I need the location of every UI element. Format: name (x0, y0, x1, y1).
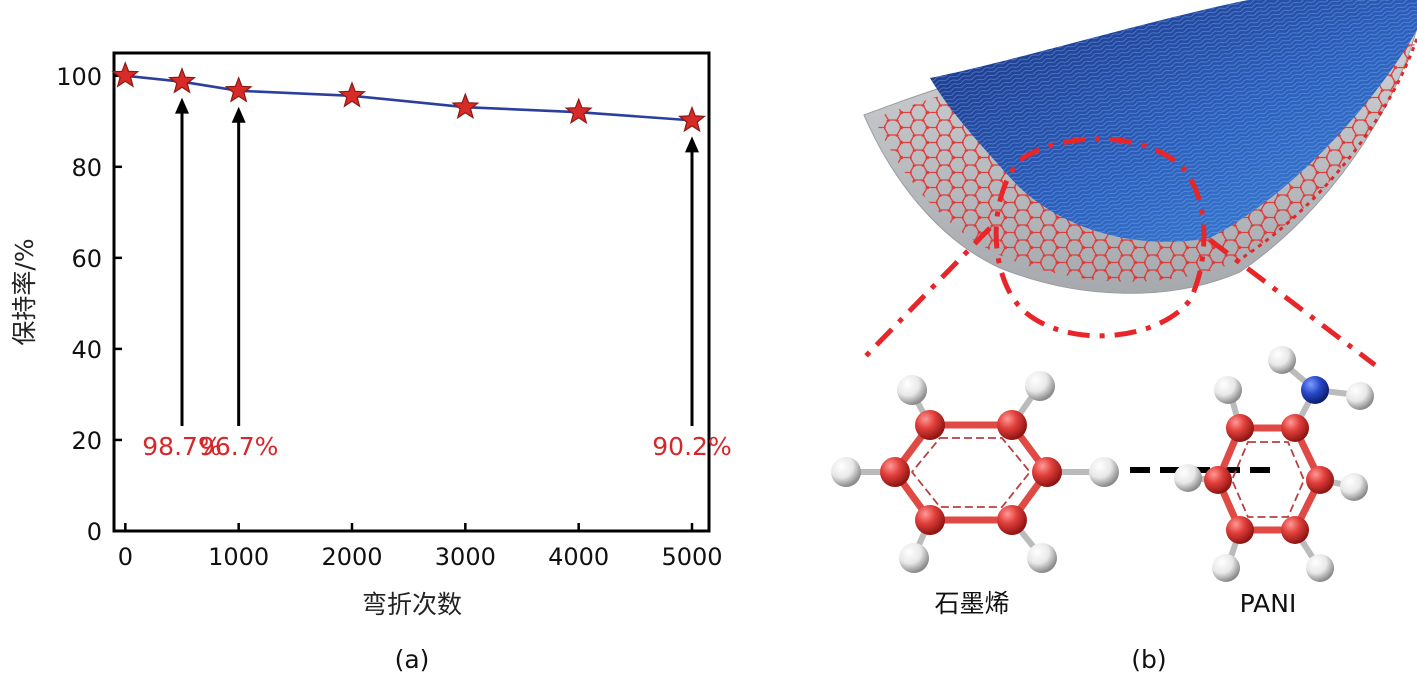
retention-line-chart: 0 1000 2000 3000 4000 5000 0 20 40 60 80 100 98.7%… (10, 51, 732, 674)
annotation-labels: 98.7%96.7% 90.2% (142, 432, 731, 461)
star-marker (564, 97, 593, 125)
star-marker (451, 92, 480, 120)
annotation-label: 98.7% (142, 432, 221, 461)
pani-label: PANI (1240, 589, 1297, 618)
annotation-arrow-head (231, 106, 246, 123)
annotation-arrow-head (685, 136, 699, 153)
series-line (125, 74, 693, 122)
x-tick-label: 5000 (661, 543, 722, 571)
panel-label-a: (a) (395, 645, 430, 674)
graphene-label: 石墨烯 (934, 589, 1009, 618)
y-tick-label: 20 (71, 427, 102, 455)
plot-frame (112, 51, 711, 533)
x-tick-label: 4000 (548, 543, 609, 571)
star-marker (337, 81, 367, 108)
y-tick-label: 60 (71, 245, 102, 273)
star-marker (167, 66, 197, 94)
annotation-arrows (175, 97, 699, 426)
y-tick-label: 100 (56, 63, 102, 91)
lattice-rim (1235, 37, 1417, 264)
panel-label-b: (b) (1131, 645, 1166, 674)
y-tick-label: 40 (71, 336, 102, 364)
x-axis-title: 弯折次数 (362, 590, 462, 619)
y-tick-label: 80 (71, 154, 102, 182)
nitrogen-atom (1301, 376, 1329, 404)
zoom-indicator (860, 136, 1377, 367)
x-tick-label: 3000 (435, 543, 496, 571)
star-marker (224, 76, 253, 103)
graphene-pani-diagram: 石墨烯 PANI (b) (831, 0, 1417, 674)
pani-molecule-model (1174, 346, 1374, 582)
annotation-label: 96.7% (199, 432, 278, 461)
annotation-arrow-head (175, 97, 189, 114)
series-markers (111, 61, 707, 133)
y-axis-title: 保持率/% (10, 238, 39, 345)
annotation-label: 90.2% (652, 432, 731, 461)
star-marker (677, 105, 707, 133)
x-tick-label: 1000 (208, 543, 269, 571)
star-marker (111, 61, 140, 88)
y-axis: 0 20 40 60 80 100 (56, 63, 122, 546)
x-tick-label: 2000 (321, 543, 382, 571)
y-tick-label: 0 (87, 518, 102, 546)
graphene-molecule-model (831, 371, 1119, 573)
x-tick-label: 0 (118, 543, 133, 571)
x-axis: 0 1000 2000 3000 4000 5000 (118, 523, 723, 571)
